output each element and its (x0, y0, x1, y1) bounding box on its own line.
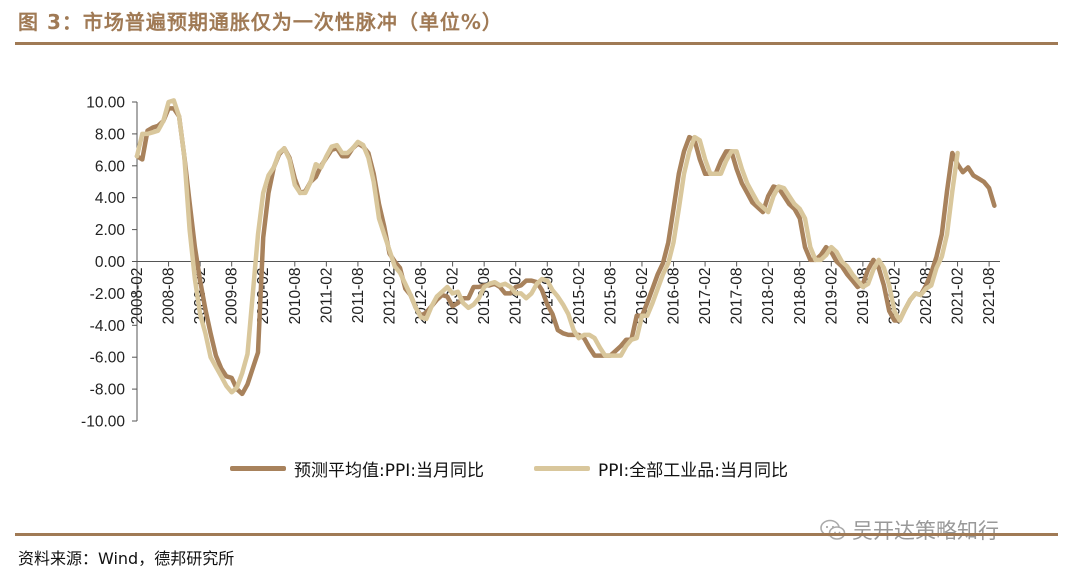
bottom-rule (15, 533, 1058, 536)
legend-label-ppi: PPI:全部工业品:当月同比 (597, 461, 788, 481)
legend: 预测平均值:PPI:当月同比 PPI:全部工业品:当月同比 (230, 456, 788, 481)
x-tick-label: 2012-02 (381, 268, 398, 325)
x-tick-label: 2021-08 (981, 268, 998, 325)
y-tick-label: 6.00 (95, 158, 126, 175)
x-tick-label: 2014-02 (508, 268, 525, 325)
legend-swatch-forecast (230, 466, 286, 471)
x-tick-label: 2017-02 (697, 268, 714, 325)
y-tick-label: -10.00 (81, 414, 125, 431)
legend-swatch-ppi (533, 466, 590, 471)
x-tick-label: 2010-08 (287, 268, 304, 325)
legend-item-forecast: 预测平均值:PPI:当月同比 (230, 456, 484, 481)
y-tick-label: 2.00 (95, 222, 126, 239)
series-line-forecast (134, 106, 997, 397)
y-tick-label: 10.00 (86, 95, 125, 112)
top-rule (15, 42, 1058, 45)
x-tick-label: 2021-02 (950, 268, 967, 325)
x-tick-label: 2016-08 (666, 268, 683, 325)
watermark: 吴开达策略知行 (820, 515, 999, 545)
series-line-ppi (134, 98, 960, 395)
x-tick-label: 2009-08 (224, 268, 241, 325)
x-tick-label: 2008-02 (129, 268, 146, 325)
x-tick-label: 2013-02 (445, 267, 462, 324)
x-tick-label: 2008-08 (161, 268, 178, 325)
x-tick-label: 2019-02 (823, 268, 840, 325)
x-tick-label: 2016-02 (634, 268, 651, 325)
legend-label-forecast: 预测平均值:PPI:当月同比 (294, 461, 484, 481)
wechat-icon (820, 519, 846, 540)
source-note: 资料来源：Wind，德邦研究所 (18, 549, 235, 568)
x-tick-label: 2015-08 (602, 268, 619, 325)
x-tick-label: 2011-02 (318, 268, 335, 324)
y-tick-label: 0.00 (95, 254, 126, 271)
y-tick-label: -2.00 (90, 286, 126, 303)
x-tick-label: 2018-08 (792, 268, 809, 325)
y-tick-label: 4.00 (95, 190, 126, 207)
legend-item-ppi: PPI:全部工业品:当月同比 (533, 456, 788, 481)
x-tick-label: 2015-02 (571, 268, 588, 325)
watermark-text: 吴开达策略知行 (852, 519, 999, 543)
y-tick-label: -8.00 (90, 382, 126, 399)
x-tick-label: 2018-02 (760, 268, 777, 325)
x-tick-label: 2017-08 (729, 268, 746, 325)
chart-title: 图 3：市场普遍预期通胀仅为一次性脉冲（单位%） (18, 10, 503, 34)
x-tick-label: 2011-08 (350, 268, 367, 324)
y-tick-label: -6.00 (90, 350, 126, 367)
y-tick-label: 8.00 (95, 126, 126, 143)
y-tick-label: -4.00 (90, 318, 126, 335)
